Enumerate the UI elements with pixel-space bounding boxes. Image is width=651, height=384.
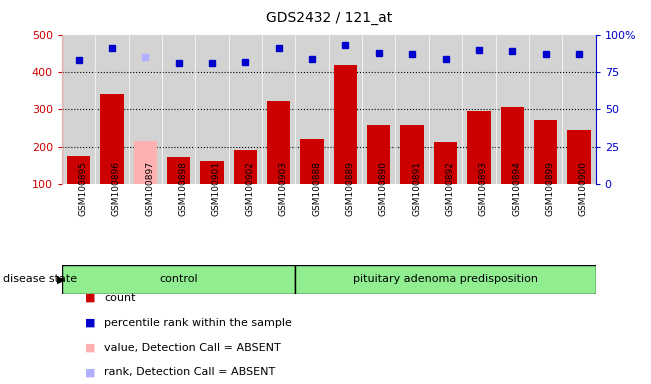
Bar [400, 125, 424, 184]
Text: pituitary adenoma predisposition: pituitary adenoma predisposition [353, 274, 538, 285]
Text: GSM100890: GSM100890 [379, 161, 388, 216]
FancyBboxPatch shape [62, 265, 296, 294]
Text: rank, Detection Call = ABSENT: rank, Detection Call = ABSENT [104, 367, 275, 377]
Text: GSM100891: GSM100891 [412, 161, 421, 216]
Text: GSM100903: GSM100903 [279, 161, 288, 216]
Bar [201, 161, 224, 184]
Text: ■: ■ [85, 343, 95, 353]
Text: GSM100888: GSM100888 [312, 161, 321, 216]
Text: GSM100893: GSM100893 [479, 161, 488, 216]
Text: percentile rank within the sample: percentile rank within the sample [104, 318, 292, 328]
Bar [367, 125, 391, 184]
Bar [534, 120, 557, 184]
Text: GSM100900: GSM100900 [579, 161, 588, 216]
Bar [167, 157, 190, 184]
Text: GSM100894: GSM100894 [512, 161, 521, 216]
Bar [334, 65, 357, 184]
Bar [300, 139, 324, 184]
Text: disease state: disease state [3, 274, 77, 285]
Bar [67, 156, 90, 184]
Text: GSM100899: GSM100899 [546, 161, 555, 216]
Text: GSM100902: GSM100902 [245, 161, 255, 216]
Text: control: control [159, 274, 198, 285]
Text: GSM100898: GSM100898 [178, 161, 187, 216]
Text: GSM100892: GSM100892 [445, 161, 454, 216]
Bar [133, 141, 157, 184]
Text: GSM100895: GSM100895 [79, 161, 87, 216]
Text: count: count [104, 293, 135, 303]
Text: GSM100897: GSM100897 [145, 161, 154, 216]
Text: GDS2432 / 121_at: GDS2432 / 121_at [266, 11, 392, 25]
Bar [567, 130, 590, 184]
Bar [100, 94, 124, 184]
Bar [434, 142, 457, 184]
Bar [467, 111, 491, 184]
FancyBboxPatch shape [296, 265, 596, 294]
Bar [501, 107, 524, 184]
Bar [267, 101, 290, 184]
Text: GSM100901: GSM100901 [212, 161, 221, 216]
Text: GSM100896: GSM100896 [112, 161, 121, 216]
Text: ■: ■ [85, 318, 95, 328]
Bar [234, 149, 257, 184]
Text: value, Detection Call = ABSENT: value, Detection Call = ABSENT [104, 343, 281, 353]
Text: ■: ■ [85, 367, 95, 377]
Text: ■: ■ [85, 293, 95, 303]
Text: GSM100889: GSM100889 [346, 161, 354, 216]
Text: ▶: ▶ [57, 274, 66, 285]
